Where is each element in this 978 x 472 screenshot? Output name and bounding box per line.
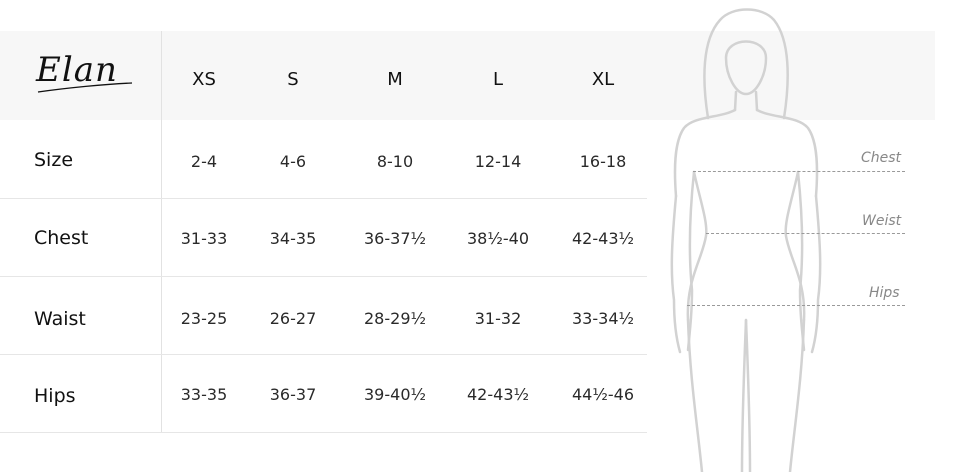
table-cell: 31-32 xyxy=(474,309,522,328)
row-label-waist: Waist xyxy=(34,308,86,330)
size-header-xs: XS xyxy=(192,69,216,90)
brand-logo-text: Elan xyxy=(36,50,118,90)
table-cell: 4-6 xyxy=(279,152,307,171)
table-cell: 31-33 xyxy=(180,229,228,248)
row-label-chest: Chest xyxy=(34,227,89,249)
table-cell: 23-25 xyxy=(180,309,228,328)
table-cell: 38½-40 xyxy=(467,229,529,248)
table-cell: 28-29½ xyxy=(364,309,426,328)
hips-measure-line xyxy=(687,305,905,306)
table-cell: 33-34½ xyxy=(572,309,634,328)
table-cell: 26-27 xyxy=(269,309,317,328)
table-cell: 8-10 xyxy=(376,152,414,171)
chest-measure-label: Chest xyxy=(861,150,902,166)
row-label-size: Size xyxy=(34,149,74,171)
row-divider xyxy=(0,198,647,199)
table-cell: 16-18 xyxy=(579,152,627,171)
hips-measure-label: Hips xyxy=(869,285,900,301)
table-cell: 42-43½ xyxy=(467,385,529,404)
row-divider xyxy=(0,276,647,277)
table-cell: 33-35 xyxy=(180,385,228,404)
size-header-xl: XL xyxy=(591,69,615,90)
table-cell: 12-14 xyxy=(474,152,522,171)
table-cell: 44½-46 xyxy=(572,385,634,404)
table-cell: 36-37½ xyxy=(364,229,426,248)
logo-underline-icon xyxy=(37,82,133,93)
table-cell: 42-43½ xyxy=(572,229,634,248)
chest-measure-line xyxy=(693,171,905,172)
table-header-band xyxy=(0,31,935,120)
waist-measure-line xyxy=(706,233,905,234)
size-header-s: S xyxy=(287,69,299,90)
row-divider xyxy=(0,432,647,433)
size-header-m: M xyxy=(387,69,403,90)
table-cell: 39-40½ xyxy=(364,385,426,404)
brand-logo: Elan xyxy=(36,50,136,100)
table-cell: 36-37 xyxy=(269,385,317,404)
row-label-hips: Hips xyxy=(34,385,76,407)
table-cell: 34-35 xyxy=(269,229,317,248)
body-silhouette-icon xyxy=(670,8,822,472)
column-divider xyxy=(161,31,162,432)
row-divider xyxy=(0,354,647,355)
size-header-l: L xyxy=(492,69,504,90)
table-cell: 2-4 xyxy=(190,152,218,171)
waist-measure-label: Weist xyxy=(862,213,902,229)
